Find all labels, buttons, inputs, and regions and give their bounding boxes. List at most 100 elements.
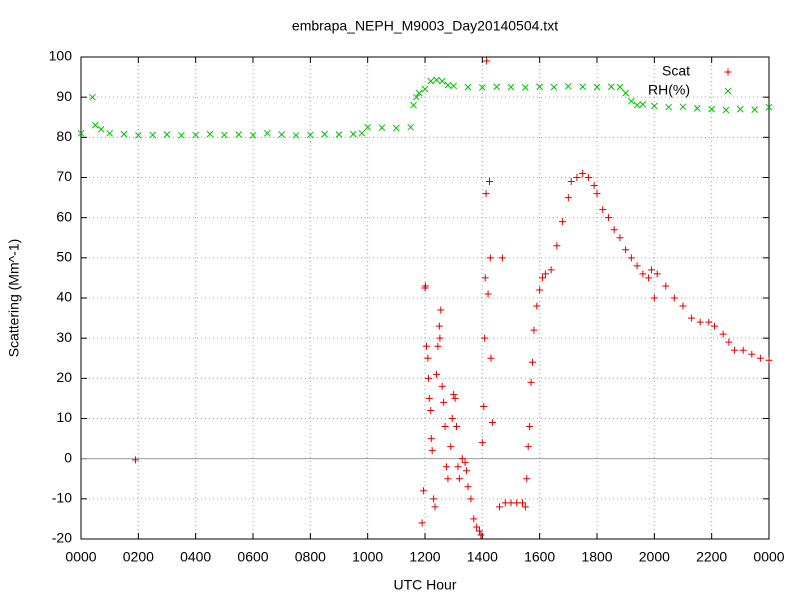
x-tick-label: 2000 — [639, 549, 670, 565]
data-point — [756, 354, 764, 362]
data-point — [467, 495, 475, 503]
x-tick-label: 1000 — [352, 549, 383, 565]
data-point — [421, 85, 429, 93]
data-point — [604, 214, 612, 222]
data-point — [192, 131, 200, 139]
data-point — [748, 350, 756, 358]
data-point — [220, 131, 228, 139]
data-point — [547, 266, 555, 274]
data-point — [533, 302, 541, 310]
data-point — [507, 83, 515, 91]
data-point — [433, 76, 440, 84]
legend-label: Scat — [662, 63, 690, 79]
data-point — [622, 246, 630, 254]
data-point — [306, 131, 314, 139]
data-point — [481, 274, 489, 282]
data-point — [550, 83, 558, 91]
data-point — [488, 419, 496, 427]
data-point — [736, 105, 744, 113]
data-point — [711, 322, 719, 330]
data-point — [484, 290, 492, 298]
data-point — [249, 131, 257, 139]
data-point — [427, 435, 435, 443]
data-point — [440, 398, 448, 406]
data-point — [89, 93, 96, 101]
data-point — [496, 503, 504, 511]
data-point — [437, 306, 445, 314]
data-point — [447, 443, 455, 451]
data-point — [765, 103, 773, 111]
data-point — [425, 394, 433, 402]
data-point — [486, 178, 493, 186]
data-point — [521, 84, 529, 91]
y-tick-label: 0 — [64, 449, 72, 465]
data-point — [349, 130, 357, 138]
y-tick-label: 60 — [56, 208, 72, 224]
data-point — [464, 83, 472, 91]
data-point — [263, 129, 271, 137]
data-point — [278, 131, 286, 138]
data-point — [482, 190, 490, 198]
data-point — [149, 131, 157, 139]
data-point — [131, 456, 139, 464]
data-point — [765, 356, 773, 364]
data-point — [665, 103, 673, 111]
data-point — [407, 123, 415, 131]
x-tick-label: 2200 — [696, 549, 727, 565]
data-point — [705, 318, 713, 326]
data-point — [627, 254, 635, 262]
legend-label: RH(%) — [648, 82, 690, 98]
data-point — [688, 314, 696, 322]
data-point — [708, 105, 716, 113]
data-point — [539, 274, 547, 282]
data-point — [553, 242, 561, 250]
x-tick-label: 1800 — [581, 549, 612, 565]
data-point — [475, 527, 483, 535]
data-point — [526, 423, 534, 431]
y-tick-label: 80 — [56, 128, 72, 144]
data-point — [454, 463, 462, 471]
data-point — [436, 334, 444, 342]
x-tick-label: 0600 — [237, 549, 268, 565]
data-point — [418, 519, 426, 527]
data-point — [751, 106, 759, 113]
y-axis-label: Scattering (Mm^-1) — [6, 239, 22, 358]
data-point — [470, 515, 478, 523]
data-point — [584, 174, 592, 181]
data-point — [616, 83, 624, 91]
x-tick-label: 0000 — [65, 549, 96, 565]
data-point — [431, 503, 439, 511]
data-point — [427, 77, 435, 85]
data-point — [639, 101, 647, 108]
data-point — [478, 439, 486, 447]
data-point — [97, 125, 105, 133]
data-point — [559, 218, 567, 226]
data-point — [134, 131, 142, 139]
data-point — [420, 487, 428, 495]
data-point — [567, 178, 575, 186]
legend-marker — [724, 87, 732, 95]
data-point — [722, 106, 730, 114]
data-point — [478, 84, 486, 91]
data-point — [206, 130, 214, 138]
data-point — [739, 346, 747, 354]
data-point — [444, 475, 452, 483]
data-point — [461, 459, 469, 467]
data-point — [450, 390, 458, 398]
data-point — [679, 103, 687, 111]
data-point — [518, 499, 526, 507]
data-point — [477, 531, 485, 539]
data-point — [607, 83, 615, 91]
data-point — [358, 129, 366, 137]
data-point — [438, 77, 446, 85]
data-point — [731, 346, 739, 354]
data-point — [564, 82, 572, 90]
data-point — [628, 97, 635, 105]
y-tick-label: 100 — [49, 48, 73, 64]
data-point — [573, 174, 581, 181]
y-tick-label: -10 — [52, 490, 72, 506]
data-point — [464, 483, 472, 491]
data-point — [120, 130, 128, 138]
data-point — [451, 394, 459, 402]
